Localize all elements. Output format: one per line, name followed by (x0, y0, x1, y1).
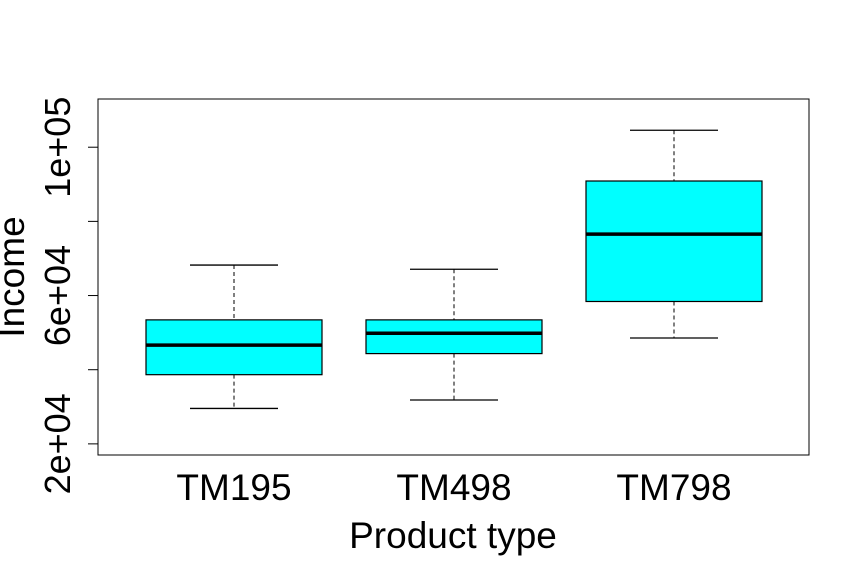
box-tm195 (145, 264, 323, 410)
x-axis-title: Product type (349, 515, 557, 556)
iqr-box-tm195 (145, 319, 323, 376)
y-axis-title: Income (0, 216, 32, 337)
boxes-layer (145, 129, 763, 410)
iqr-box-tm798 (585, 180, 763, 303)
x-tick-label: TM195 (176, 467, 291, 508)
box-tm498 (365, 268, 543, 401)
iqr-box-tm498 (365, 319, 543, 355)
y-tick-label: 2e+04 (37, 393, 78, 494)
y-tick-label: 6e+04 (37, 245, 78, 346)
y-tick-label: 1e+05 (37, 97, 78, 198)
box-tm798 (585, 129, 763, 339)
x-axis: TM195 TM498 TM798 (176, 467, 731, 508)
x-tick-label: TM798 (616, 467, 731, 508)
y-axis: 2e+04 6e+04 1e+05 (37, 97, 99, 494)
x-tick-label: TM498 (396, 467, 511, 508)
